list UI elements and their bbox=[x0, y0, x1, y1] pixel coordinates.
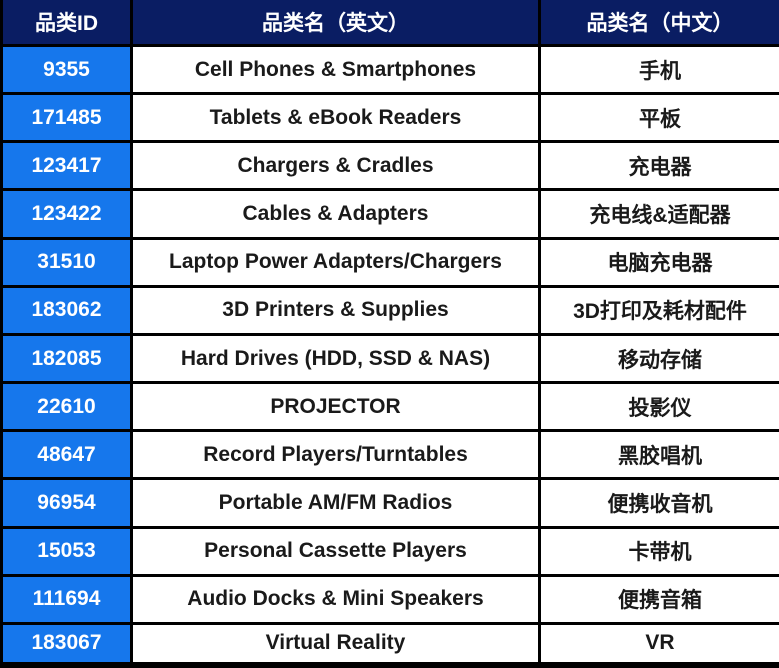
header-category-name-en: 品类名（英文） bbox=[130, 0, 541, 47]
header-category-id: 品类ID bbox=[0, 0, 133, 47]
table-row: 9355 Cell Phones & Smartphones 手机 bbox=[0, 43, 779, 96]
header-category-name-zh: 品类名（中文） bbox=[538, 0, 779, 47]
category-name-zh-cell: 便携收音机 bbox=[538, 477, 779, 529]
category-name-en-cell: Record Players/Turntables bbox=[130, 429, 541, 481]
table-body: 9355 Cell Phones & Smartphones 手机 171485 Tab… bbox=[0, 43, 779, 667]
category-id-cell: 171485 bbox=[0, 92, 133, 144]
table-row: 22610 PROJECTOR 投影仪 bbox=[0, 381, 779, 433]
category-name-en-cell: Chargers & Cradles bbox=[130, 140, 541, 192]
table-row: 171485 Tablets & eBook Readers 平板 bbox=[0, 92, 779, 144]
category-name-zh-cell: 电脑充电器 bbox=[538, 236, 779, 288]
category-id-cell: 48647 bbox=[0, 429, 133, 481]
category-name-en-cell: Virtual Reality bbox=[130, 621, 541, 667]
category-name-en-cell: Cell Phones & Smartphones bbox=[130, 43, 541, 96]
category-id-cell: 31510 bbox=[0, 236, 133, 288]
category-name-zh-cell: 便携音箱 bbox=[538, 573, 779, 625]
category-name-zh-cell: 手机 bbox=[538, 43, 779, 96]
category-name-zh-cell: 投影仪 bbox=[538, 381, 779, 433]
table-header: 品类ID 品类名（英文） 品类名（中文） bbox=[0, 0, 779, 47]
category-id-cell: 9355 bbox=[0, 43, 133, 96]
table-row: 123422 Cables & Adapters 充电线&适配器 bbox=[0, 188, 779, 240]
category-name-zh-cell: 充电线&适配器 bbox=[538, 188, 779, 240]
category-id-cell: 123417 bbox=[0, 140, 133, 192]
category-id-cell: 111694 bbox=[0, 573, 133, 625]
category-name-zh-cell: 黑胶唱机 bbox=[538, 429, 779, 481]
category-name-en-cell: Cables & Adapters bbox=[130, 188, 541, 240]
category-name-zh-cell: 3D打印及耗材配件 bbox=[538, 284, 779, 336]
category-id-cell: 22610 bbox=[0, 381, 133, 433]
table-row: 31510 Laptop Power Adapters/Chargers 电脑充电器 bbox=[0, 236, 779, 288]
category-id-cell: 183062 bbox=[0, 284, 133, 336]
category-name-zh-cell: 移动存储 bbox=[538, 332, 779, 385]
category-name-zh-cell: 平板 bbox=[538, 92, 779, 144]
table-row: 183062 3D Printers & Supplies 3D打印及耗材配件 bbox=[0, 284, 779, 336]
table-row: 96954 Portable AM/FM Radios 便携收音机 bbox=[0, 477, 779, 529]
category-name-en-cell: Tablets & eBook Readers bbox=[130, 92, 541, 144]
category-name-zh-cell: 卡带机 bbox=[538, 525, 779, 577]
table-row: 182085 Hard Drives (HDD, SSD & NAS) 移动存储 bbox=[0, 332, 779, 385]
table-row: 15053 Personal Cassette Players 卡带机 bbox=[0, 525, 779, 577]
category-id-cell: 183067 bbox=[0, 621, 133, 667]
category-name-en-cell: 3D Printers & Supplies bbox=[130, 284, 541, 336]
category-name-en-cell: Laptop Power Adapters/Chargers bbox=[130, 236, 541, 288]
category-name-zh-cell: 充电器 bbox=[538, 140, 779, 192]
category-name-en-cell: Personal Cassette Players bbox=[130, 525, 541, 577]
category-name-en-cell: Hard Drives (HDD, SSD & NAS) bbox=[130, 332, 541, 385]
category-name-en-cell: Audio Docks & Mini Speakers bbox=[130, 573, 541, 625]
table-row: 48647 Record Players/Turntables 黑胶唱机 bbox=[0, 429, 779, 481]
table-row: 111694 Audio Docks & Mini Speakers 便携音箱 bbox=[0, 573, 779, 625]
header-row: 品类ID 品类名（英文） 品类名（中文） bbox=[0, 0, 779, 47]
table-row: 123417 Chargers & Cradles 充电器 bbox=[0, 140, 779, 192]
table-row: 183067 Virtual Reality VR bbox=[0, 621, 779, 667]
category-id-cell: 15053 bbox=[0, 525, 133, 577]
category-id-cell: 182085 bbox=[0, 332, 133, 385]
category-name-en-cell: Portable AM/FM Radios bbox=[130, 477, 541, 529]
category-id-cell: 96954 bbox=[0, 477, 133, 529]
category-name-zh-cell: VR bbox=[538, 621, 779, 667]
category-name-en-cell: PROJECTOR bbox=[130, 381, 541, 433]
category-id-cell: 123422 bbox=[0, 188, 133, 240]
